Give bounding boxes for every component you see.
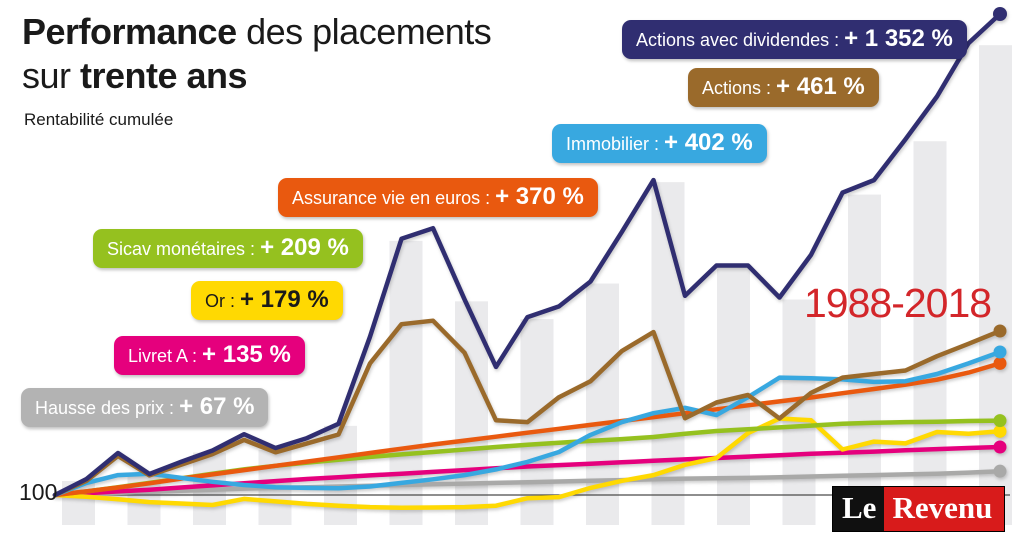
legend-label: Assurance vie en euros : xyxy=(292,188,496,208)
legend-value: + 209 % xyxy=(260,234,349,261)
legend-label: Actions avec dividendes : xyxy=(636,30,845,50)
title-pre-2: sur xyxy=(22,54,81,96)
end-dot-livret-a xyxy=(993,440,1007,454)
le-revenu-logo: Le Revenu xyxy=(831,486,1006,532)
end-dot-sicav-monetaires xyxy=(993,414,1007,428)
legend-label: Immobilier : xyxy=(566,134,665,154)
legend-label: Hausse des prix : xyxy=(35,398,180,418)
end-dot-hausse-des-prix xyxy=(993,464,1007,478)
line-assurance-vie-en-euros xyxy=(52,361,1003,498)
y-axis-base-label: 100 xyxy=(19,479,58,505)
line-actions-avec-dividendes xyxy=(52,11,1003,498)
line-or xyxy=(52,416,1003,511)
legend-value: + 135 % xyxy=(202,341,291,368)
legend-badge-livret-a: Livret A : + 135 % xyxy=(114,336,305,375)
legend-value: + 1 352 % xyxy=(844,25,953,52)
legend-value: + 370 % xyxy=(495,183,584,210)
series-lines xyxy=(52,6,1007,511)
legend-label: Or : xyxy=(205,291,240,311)
title-rest-1: des placements xyxy=(236,11,492,52)
legend-value: + 461 % xyxy=(776,73,865,100)
year-stripe xyxy=(389,240,423,526)
year-stripe xyxy=(913,141,947,526)
end-dot-or xyxy=(993,424,1007,438)
legend-value: + 402 % xyxy=(664,129,753,156)
end-dot-actions xyxy=(993,324,1007,338)
page-subtitle: Rentabilité cumulée xyxy=(24,110,174,129)
end-dot-immobilier xyxy=(993,345,1007,359)
legend-badge-hausse-des-prix: Hausse des prix : + 67 % xyxy=(21,388,269,427)
end-dot-assurance-vie-en-euros xyxy=(993,356,1007,370)
legend-label: Actions : xyxy=(702,78,777,98)
legend-badge-or: Or : + 179 % xyxy=(191,281,343,320)
year-stripe xyxy=(848,194,881,525)
title-bold-1: Performance xyxy=(22,11,237,52)
line-livret-a xyxy=(52,444,1003,498)
line-hausse-des-prix xyxy=(52,468,1003,498)
logo-part-revenu: Revenu xyxy=(884,487,1005,531)
legend-badge-actions-avec-dividendes: Actions avec dividendes : + 1 352 % xyxy=(622,20,967,59)
logo-part-le: Le xyxy=(833,487,885,531)
legend-badge-immobilier: Immobilier : + 402 % xyxy=(552,124,767,163)
legend-value: + 67 % xyxy=(179,393,255,420)
end-dot-actions-avec-dividendes xyxy=(993,6,1007,21)
legend-value: + 179 % xyxy=(240,286,329,313)
title-bold-2: trente ans xyxy=(80,54,248,96)
legend-badge-assurance-vie-en-euros: Assurance vie en euros : + 370 % xyxy=(278,178,598,217)
line-actions xyxy=(52,318,1003,498)
legend-badge-actions: Actions : + 461 % xyxy=(688,68,879,107)
period-label: 1988-2018 xyxy=(804,280,992,326)
legend-label: Sicav monétaires : xyxy=(107,239,261,259)
legend-label: Livret A : xyxy=(128,346,203,366)
page-title: Performance des placements sur trente ans xyxy=(22,10,492,98)
legend-badge-sicav-monetaires: Sicav monétaires : + 209 % xyxy=(93,229,363,268)
